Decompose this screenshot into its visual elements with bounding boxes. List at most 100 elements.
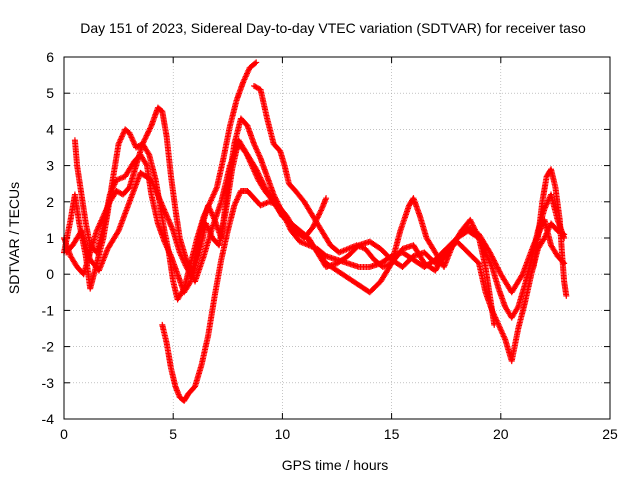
data-point — [471, 226, 478, 233]
data-point — [486, 249, 493, 256]
y-tick-label: 0 — [46, 266, 54, 282]
chart-title: Day 151 of 2023, Sidereal Day-to-day VTE… — [80, 20, 586, 36]
data-point — [474, 232, 481, 239]
data-point — [144, 131, 151, 138]
data-point — [142, 135, 149, 142]
data-point — [139, 140, 146, 147]
data-point — [145, 128, 152, 135]
data-point — [142, 133, 149, 140]
data-point — [259, 180, 266, 187]
grid-lines — [64, 57, 610, 419]
data-point — [323, 195, 330, 202]
y-tick-label: 5 — [46, 85, 54, 101]
data-point — [258, 177, 265, 184]
data-point — [255, 170, 262, 177]
series-trace-g — [530, 166, 570, 299]
y-tick-label: -1 — [42, 302, 55, 318]
data-point — [253, 167, 260, 174]
data-point — [317, 208, 324, 215]
data-point — [468, 219, 475, 226]
data-point — [145, 129, 151, 136]
data-point — [491, 321, 498, 328]
y-tick-label: 4 — [46, 121, 54, 137]
data-point — [254, 169, 261, 176]
data-point — [493, 263, 500, 270]
y-tick-label: -2 — [42, 339, 55, 355]
x-tick-label: 15 — [384, 426, 400, 442]
data-point — [316, 211, 323, 218]
x-axis-label: GPS time / hours — [282, 457, 389, 473]
data-point — [491, 258, 498, 265]
data-point — [514, 305, 521, 312]
y-tick-label: -3 — [42, 375, 55, 391]
series-trace-a — [61, 59, 260, 303]
series-trace-f — [251, 82, 498, 328]
x-tick-label: 20 — [493, 426, 509, 442]
data-point — [143, 132, 150, 139]
data-point — [470, 223, 477, 230]
data-point — [318, 207, 325, 214]
data-point — [563, 292, 570, 299]
data-point — [255, 171, 262, 178]
data-point — [487, 250, 494, 257]
data-point — [309, 224, 316, 231]
data-point — [469, 222, 476, 229]
series-trace-e — [159, 187, 330, 404]
y-tick-label: 1 — [46, 230, 54, 246]
data-point — [494, 264, 501, 271]
data-point — [140, 139, 147, 146]
x-tick-label: 5 — [169, 426, 177, 442]
data-point — [147, 125, 154, 132]
data-point — [475, 233, 482, 240]
data-point — [473, 230, 480, 237]
data-point — [496, 268, 503, 275]
data-point — [252, 60, 259, 67]
y-axis-label: SDTVAR / TECUs — [6, 182, 22, 294]
data-point — [469, 221, 476, 228]
y-tick-label: -4 — [42, 411, 55, 427]
data-point — [472, 228, 479, 235]
y-tick-label: 6 — [46, 49, 54, 65]
data-point — [471, 225, 478, 232]
y-tick-label: 2 — [46, 194, 54, 210]
data-point — [147, 124, 154, 131]
data-point — [467, 218, 474, 225]
y-tick-label: 3 — [46, 158, 54, 174]
plot-frame — [63, 56, 611, 420]
data-point — [473, 229, 480, 236]
data-point — [114, 229, 121, 236]
data-point — [270, 191, 277, 198]
data-point — [488, 253, 495, 260]
data-point — [257, 174, 264, 181]
x-tick-label: 0 — [60, 426, 68, 442]
data-point — [467, 216, 474, 223]
data-point — [260, 181, 267, 188]
data-point — [492, 260, 499, 267]
data-point — [316, 210, 323, 217]
data-point — [256, 173, 263, 180]
data-point — [488, 252, 495, 259]
data-point — [493, 261, 500, 268]
x-tick-label: 25 — [602, 426, 618, 442]
axis-ticks: 0 5 10 15 20 25 -4 -3 -2 -1 0 1 2 3 4 5 6 — [42, 49, 618, 442]
data-point — [141, 136, 148, 143]
data-point — [146, 126, 153, 133]
data-point — [253, 166, 260, 173]
x-tick-label: 10 — [275, 426, 291, 442]
data-point — [489, 254, 496, 261]
data-point — [257, 175, 264, 182]
data-point — [495, 267, 502, 274]
data-point — [253, 59, 260, 66]
data-point — [490, 256, 497, 263]
data-point — [495, 265, 502, 272]
data-point — [518, 272, 525, 279]
data-point — [490, 257, 497, 264]
data-point — [143, 161, 150, 168]
plot-area — [61, 59, 570, 404]
data-point — [145, 150, 152, 157]
data-point — [186, 279, 193, 286]
data-point — [259, 178, 266, 185]
data-point — [140, 138, 147, 145]
data-point — [315, 213, 322, 220]
